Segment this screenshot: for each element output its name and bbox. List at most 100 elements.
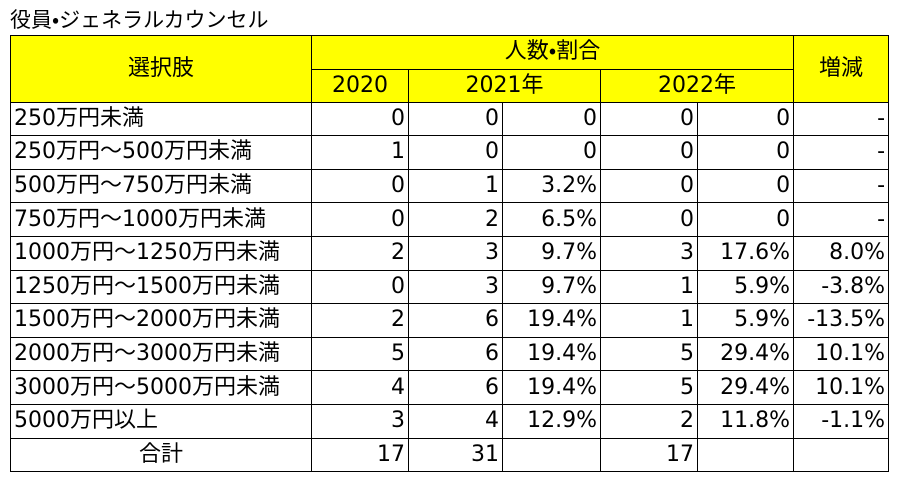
cell: 6 xyxy=(408,370,503,405)
header-cell: 増減 xyxy=(793,35,890,103)
row-label: 250万円未満 xyxy=(10,101,312,137)
data-row: 5000万円以上 3 4 12.9% 2 11.8% -1.1% xyxy=(10,403,890,439)
row-label: 1000万円～1250万円未満 xyxy=(10,235,312,271)
cell: 6 xyxy=(408,336,503,372)
cell: -1.1% xyxy=(793,403,890,439)
cell: 1 xyxy=(600,303,698,338)
cell: 5.9% xyxy=(696,269,795,305)
cell: 5 xyxy=(600,336,698,372)
row-label: 1500万円～2000万円未満 xyxy=(10,303,312,338)
row-label: 250万円～500万円未満 xyxy=(10,135,312,170)
row-label: 750万円～1000万円未満 xyxy=(10,202,312,237)
header-row: 選択肢 人数・割合 増減 xyxy=(10,35,890,103)
cell: -13.5% xyxy=(793,303,890,338)
cell: 5.9% xyxy=(696,303,795,338)
cell: 12.9% xyxy=(502,403,601,439)
cell: 10.1% xyxy=(793,370,890,405)
cell: 29.4% xyxy=(696,370,795,405)
cell: 11.8% xyxy=(696,403,795,439)
cell: 2 xyxy=(311,303,409,338)
cell: 19.4% xyxy=(502,303,601,338)
data-row: 500万円～750万円未満 0 1 3.2% 0 0- xyxy=(10,168,890,204)
row-label: 3000万円～5000万円未満 xyxy=(10,370,312,405)
total-row: 合計 17 31 17 xyxy=(10,437,890,473)
cell: 1 xyxy=(311,135,409,170)
cell: 0 xyxy=(311,168,409,204)
cell: 0 xyxy=(600,135,698,170)
cell: 17 xyxy=(311,437,409,473)
data-row: 2000万円～3000万円未満 5 6 19.4% 5 29.4% 10.1% xyxy=(10,336,890,372)
cell: 9.7% xyxy=(502,235,601,271)
cell: 3 xyxy=(408,235,503,271)
cell: 0 xyxy=(600,101,698,137)
cell: 0 xyxy=(696,168,795,204)
table-body: 選択肢 人数・割合 増減 2020 2021年 2022年 250万円未満 0 0 0… xyxy=(10,35,890,473)
cell xyxy=(696,437,795,473)
cell: -3.8% xyxy=(793,269,890,305)
cell: 31 xyxy=(408,437,503,473)
cell: 8.0% xyxy=(793,235,890,271)
cell: - xyxy=(793,135,890,170)
cell: - xyxy=(793,101,890,137)
cell: - xyxy=(793,202,890,237)
data-row: 750万円～1000万円未満 0 2 6.5% 0 0- xyxy=(10,202,890,237)
header-cell: 2020 xyxy=(311,68,409,103)
cell: 2 xyxy=(311,235,409,271)
cell: 0 xyxy=(408,135,503,170)
cell: 10.1% xyxy=(793,336,890,372)
cell: 17.6% xyxy=(696,235,795,271)
cell: 3 xyxy=(600,235,698,271)
cell: 6.5% xyxy=(502,202,601,237)
cell: 3 xyxy=(408,269,503,305)
cell: 0 xyxy=(311,269,409,305)
cell: 19.4% xyxy=(502,336,601,372)
row-label: 2000万円～3000万円未満 xyxy=(10,336,312,372)
cell: 9.7% xyxy=(502,269,601,305)
cell: 2 xyxy=(600,403,698,439)
cell: 1 xyxy=(408,168,503,204)
row-label: 500万円～750万円未満 xyxy=(10,168,312,204)
row-label: 5000万円以上 xyxy=(10,403,312,439)
cell: 0 xyxy=(600,202,698,237)
data-row: 250万円～500万円未満 1 0 0 0 0- xyxy=(10,135,890,170)
data-table: 選択肢 人数・割合 増減 2020 2021年 2022年 250万円未満 0 0 0… xyxy=(10,35,890,473)
cell: 4 xyxy=(408,403,503,439)
title: 役員・ジェネラルカウンセル xyxy=(10,8,269,32)
cell: - xyxy=(793,168,890,204)
cell: 0 xyxy=(311,202,409,237)
header-cell: 選択肢 xyxy=(10,35,312,103)
cell: 6 xyxy=(408,303,503,338)
header-cell: 2021年 xyxy=(408,68,601,103)
cell: 1 xyxy=(600,269,698,305)
cell: 3 xyxy=(311,403,409,439)
data-row: 250万円未満 0 0 0 0 0- xyxy=(10,101,890,137)
row-label: 合計 xyxy=(10,437,312,473)
row-label: 1250万円～1500万円未満 xyxy=(10,269,312,305)
cell: 5 xyxy=(600,370,698,405)
cell: 0 xyxy=(600,168,698,204)
cell: 0 xyxy=(311,101,409,137)
data-row: 3000万円～5000万円未満 4 6 19.4% 5 29.4% 10.1% xyxy=(10,370,890,405)
cell: 19.4% xyxy=(502,370,601,405)
header-row: 2020 2021年 2022年 xyxy=(11,68,889,103)
cell: 29.4% xyxy=(696,336,795,372)
header-cell: 人数・割合 xyxy=(310,35,795,70)
cell xyxy=(793,437,890,473)
cell: 0 xyxy=(696,135,795,170)
cell: 0 xyxy=(502,135,601,170)
cell: 0 xyxy=(696,101,795,137)
cell xyxy=(502,437,601,473)
cell: 2 xyxy=(408,202,503,237)
data-row: 1250万円～1500万円未満 0 3 9.7% 1 5.9% -3.8% xyxy=(10,269,890,305)
cell: 0 xyxy=(408,101,503,137)
header-cell: 2022年 xyxy=(599,68,795,103)
cell: 0 xyxy=(696,202,795,237)
data-row: 1000万円～1250万円未満 2 3 9.7% 3 17.6% 8.0% xyxy=(10,235,890,271)
cell: 5 xyxy=(311,336,409,372)
cell: 17 xyxy=(600,437,698,473)
cell: 0 xyxy=(502,101,601,137)
data-row: 1500万円～2000万円未満 2 6 19.4% 1 5.9% -13.5% xyxy=(10,303,890,338)
cell: 4 xyxy=(311,370,409,405)
cell: 3.2% xyxy=(502,168,601,204)
